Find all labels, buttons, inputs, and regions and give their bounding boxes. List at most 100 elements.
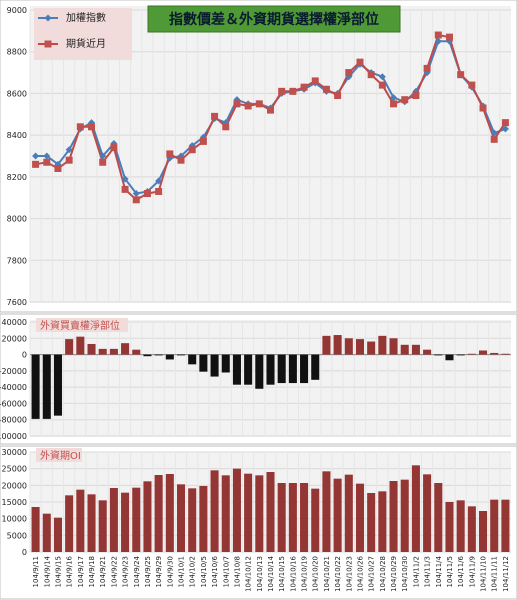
oi-bar: [389, 481, 398, 552]
panel0-y-tick-label: 8000: [7, 215, 27, 224]
index-point: [378, 73, 386, 81]
net-position-bar: [121, 343, 130, 355]
futures-point: [132, 196, 140, 204]
panel1-y-tick-label: 0: [22, 351, 27, 360]
net-position-bar: [165, 354, 174, 360]
oi-bar: [266, 472, 275, 552]
panel2-y-tick-label: 15000: [2, 498, 27, 507]
net-position-bar: [199, 354, 208, 372]
panel2-title: 外資買賣權淨部位: [40, 319, 120, 332]
oi-bar: [434, 483, 443, 552]
futures-point: [121, 185, 129, 193]
x-tick-label: 104/11/10: [480, 556, 488, 592]
oi-bar: [132, 487, 141, 552]
x-tick-label: 104/9/21: [99, 556, 107, 587]
panel1-y-tick-label: -40000: [0, 383, 27, 392]
futures-point: [199, 137, 207, 145]
panel1-y-tick-label: 40000: [2, 318, 27, 327]
panel0-y-tick-label: 8200: [7, 173, 27, 182]
index-point: [43, 152, 51, 160]
futures-point: [356, 58, 364, 66]
panel2-y-tick-label: 5000: [7, 531, 27, 540]
x-tick-label: 104/9/29: [155, 556, 163, 587]
net-position-bar: [479, 350, 488, 355]
net-position-bar: [266, 354, 275, 385]
legend-box: [34, 8, 132, 60]
futures-point: [255, 100, 263, 108]
oi-bar: [42, 513, 51, 552]
panel1-y-tick-label: -100000: [0, 432, 27, 441]
net-position-bar: [277, 354, 286, 384]
x-axis-date-labels: 104/9/11 104/9/14 104/9/15 104/9/16 104/9/17…: [32, 555, 510, 591]
x-tick-label: 104/10/13: [256, 556, 264, 592]
oi-bar: [445, 502, 454, 552]
futures-point: [457, 71, 465, 79]
index-point: [434, 37, 442, 45]
futures-point: [311, 77, 319, 85]
panel2-y-ticks: -100000 -80000 -60000 -40000 -20000 0 20000 400…: [0, 318, 27, 441]
futures-point: [322, 85, 330, 93]
oi-bar: [65, 495, 74, 552]
panel2-y-tick-label: 30000: [2, 448, 27, 457]
futures-point: [43, 158, 51, 166]
oi-bar: [501, 499, 510, 552]
index-point: [121, 175, 129, 183]
panel1-y-ticks: 7600 7800 8000 8200 8400 8600 8800 9000: [7, 6, 27, 307]
x-tick-label: 104/10/2: [189, 556, 197, 587]
futures-point: [300, 83, 308, 91]
net-position-bar: [378, 335, 387, 355]
panel0-y-tick-label: 7800: [7, 256, 27, 265]
x-tick-label: 104/9/30: [166, 556, 174, 587]
oi-bar: [479, 511, 488, 552]
x-tick-label: 104/11/11: [491, 556, 499, 592]
futures-point: [233, 100, 241, 108]
futures-point: [143, 190, 151, 198]
panel2-y-tick-label: 0: [22, 548, 27, 557]
futures-point: [222, 123, 230, 131]
x-tick-label: 104/10/22: [334, 556, 342, 592]
futures-point: [367, 71, 375, 79]
x-tick-label: 104/11/9: [468, 556, 476, 587]
x-tick-label: 104/9/11: [32, 556, 40, 587]
panel2-title-box: [36, 318, 128, 332]
futures-point: [211, 112, 219, 120]
futures-point: [88, 123, 96, 131]
oi-bar: [98, 500, 107, 552]
oi-bar: [31, 507, 40, 552]
net-position-bar: [255, 354, 264, 389]
net-position-bar: [434, 354, 443, 356]
futures-point: [434, 31, 442, 39]
futures-point: [378, 81, 386, 89]
x-tick-label: 104/9/15: [54, 556, 62, 587]
x-tick-label: 104/10/6: [211, 555, 219, 587]
oi-bar: [255, 475, 264, 552]
net-position-bar: [456, 354, 465, 356]
panel1-y-tick-label: -80000: [0, 416, 27, 425]
index-point: [99, 152, 107, 160]
futures-point: [99, 158, 107, 166]
net-position-bar: [288, 354, 297, 384]
oi-bar: [355, 483, 365, 552]
net-position-bar: [355, 339, 365, 355]
oi-bar: [121, 492, 130, 552]
panel0-y-tick-label: 8600: [7, 89, 27, 98]
net-position-bar: [42, 354, 51, 419]
panel3-y-ticks: 0 5000 10000 15000 20000 25000 30000: [2, 448, 27, 557]
net-position-bar: [467, 353, 476, 355]
panel1-y-tick-label: 20000: [2, 334, 27, 343]
oi-bar: [176, 484, 186, 552]
futures-point: [65, 156, 73, 164]
net-position-bar: [65, 339, 74, 355]
futures-point: [166, 150, 174, 158]
legend-index-marker: [44, 14, 52, 22]
futures-point: [289, 87, 297, 95]
oi-bar: [300, 483, 309, 552]
futures-point: [501, 119, 509, 127]
net-position-bar: [367, 341, 376, 355]
futures-point: [54, 165, 62, 173]
panel0-y-tick-label: 8400: [7, 131, 27, 140]
oi-bar: [188, 488, 197, 552]
x-tick-label: 104/10/20: [312, 556, 320, 592]
oi-bar: [53, 517, 62, 552]
panel2-y-tick-label: 25000: [2, 465, 27, 474]
